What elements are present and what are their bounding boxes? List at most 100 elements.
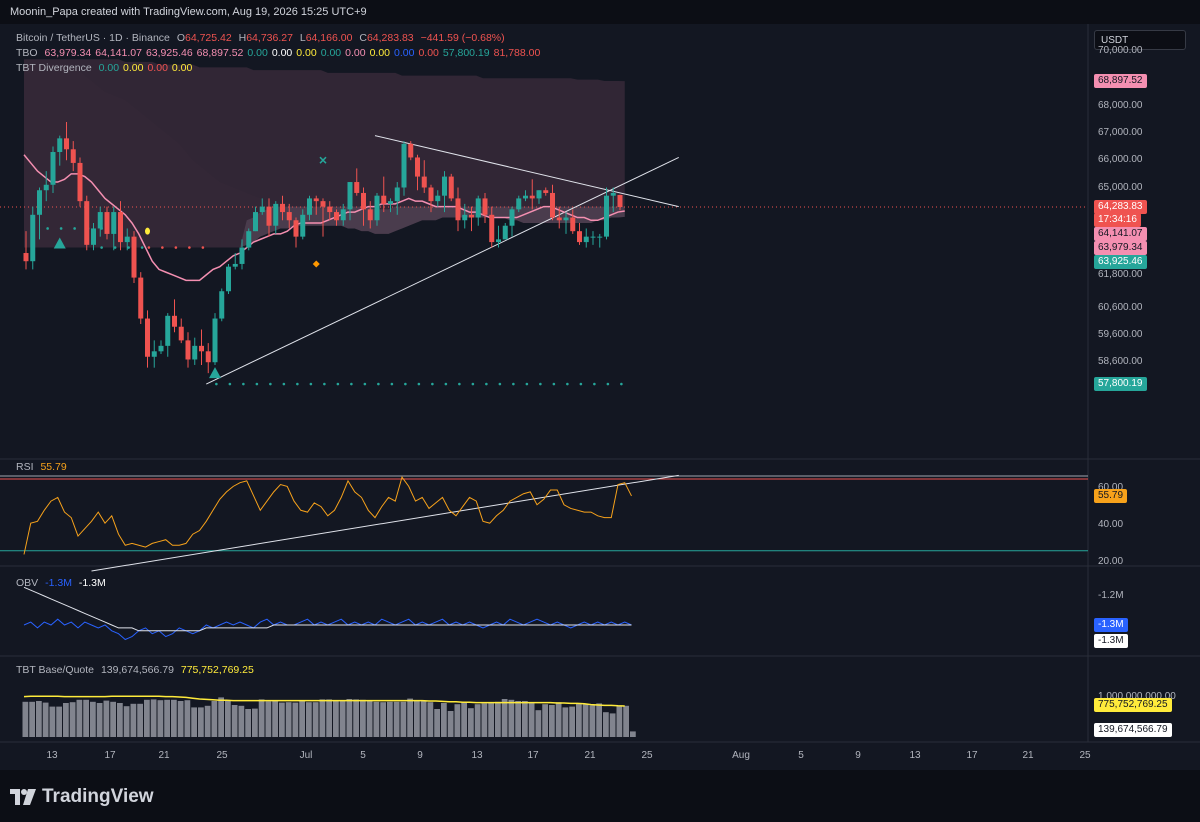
candle-body xyxy=(354,182,360,193)
price-tick: 61,800.00 xyxy=(1098,268,1143,280)
tbo-legend: TBO 63,979.34 64,141.07 63,925.46 68,897.52… xyxy=(16,47,544,59)
obv-label: -1.3M xyxy=(1094,634,1128,648)
support-dot xyxy=(579,382,583,386)
time-tick: 21 xyxy=(584,750,596,761)
price-tick: 59,600.00 xyxy=(1098,328,1143,340)
candle-body xyxy=(604,195,609,237)
candle-body xyxy=(570,217,576,232)
volume-bar xyxy=(157,700,164,737)
volume-bar xyxy=(603,712,609,737)
candle-body xyxy=(367,209,373,221)
volume-ma-line xyxy=(23,695,625,707)
divergence-legend: TBT Divergence 0.00 0.00 0.00 0.00 xyxy=(16,62,196,74)
volume-bar xyxy=(427,702,434,737)
candle-body xyxy=(401,143,407,188)
volume-bar xyxy=(292,702,299,737)
volume-bar xyxy=(265,701,272,737)
obv-title: OBV xyxy=(16,577,39,589)
chart-canvas[interactable] xyxy=(0,24,1200,770)
support-dot xyxy=(512,382,515,386)
time-tick: Jul xyxy=(299,750,313,761)
candle-body xyxy=(300,214,306,237)
tradingview-brand[interactable]: TradingView xyxy=(10,786,154,808)
chart-header: Moonin_Papa created with TradingView.com… xyxy=(0,0,1200,24)
volume-bar xyxy=(393,701,400,737)
candle-body xyxy=(246,231,252,248)
support-dot xyxy=(566,382,569,386)
tbo-value-10: 0.00 xyxy=(394,47,415,59)
volume-bar xyxy=(42,702,49,737)
cloud-inner xyxy=(24,64,625,248)
candle-body xyxy=(550,192,555,218)
volume-bar xyxy=(299,701,305,737)
candle-body xyxy=(347,182,353,210)
candle-body xyxy=(489,214,495,243)
support-dot xyxy=(539,382,542,386)
candle-body xyxy=(91,228,96,245)
candle-body xyxy=(111,212,117,234)
rsi-value: 55.79 xyxy=(40,461,67,473)
signal-dot-marker xyxy=(145,227,150,235)
buy-signal-marker xyxy=(209,367,221,379)
support-dot xyxy=(309,382,313,386)
currency-selector[interactable]: USDT xyxy=(1094,30,1186,50)
volume-bar xyxy=(353,699,359,737)
divergence-value-2: 0.00 xyxy=(147,62,168,74)
volume-bar xyxy=(238,705,245,737)
candle-body xyxy=(462,214,468,221)
volume-bar xyxy=(474,704,481,737)
volume-bar xyxy=(36,701,42,737)
rsi-trendline xyxy=(91,474,679,572)
divergence-title: TBT Divergence xyxy=(16,62,92,74)
obv-tick: -1.2M xyxy=(1098,590,1124,601)
support-dot xyxy=(350,382,353,386)
support-dot xyxy=(444,382,448,386)
volume-bar xyxy=(204,705,211,737)
volume-bar xyxy=(29,701,35,737)
volume-bar xyxy=(191,707,197,737)
candle-body xyxy=(496,239,501,243)
support-dot xyxy=(620,382,623,386)
time-tick: 5 xyxy=(798,750,804,761)
volume-label: 775,752,769.25 xyxy=(1094,698,1172,712)
price-label: 68,897.52 xyxy=(1094,74,1147,89)
volume-bar xyxy=(218,697,224,737)
volume-bar xyxy=(609,713,616,737)
volume-bar xyxy=(49,706,56,737)
candle-body xyxy=(131,236,137,278)
candle-body xyxy=(320,201,326,207)
candle-body xyxy=(266,206,272,226)
resistance-dot xyxy=(188,246,191,249)
volume-bar xyxy=(522,701,528,737)
volume-bar xyxy=(542,704,548,737)
volume-bar xyxy=(69,702,76,737)
time-tick: 25 xyxy=(641,750,653,761)
support-dot xyxy=(485,382,488,386)
volume-bar xyxy=(501,699,508,737)
price-tick: 58,600.00 xyxy=(1098,356,1143,368)
low-value: 64,166.00 xyxy=(305,32,353,44)
candle-body xyxy=(455,198,461,221)
obv-ma-value: -1.3M xyxy=(78,577,106,589)
rsi-label: 55.79 xyxy=(1094,488,1128,503)
volume-bar xyxy=(555,702,562,737)
time-tick: 9 xyxy=(417,750,423,761)
candle-body xyxy=(64,138,69,150)
tbo-value-5: 0.00 xyxy=(271,47,293,59)
volume-bar xyxy=(326,699,332,737)
candle-body xyxy=(37,190,42,215)
volume-bar xyxy=(198,707,204,737)
volume-bar xyxy=(630,731,636,737)
tbo-value-9: 0.00 xyxy=(369,47,391,59)
candle-body xyxy=(394,187,400,202)
price-label: 64,141.07 xyxy=(1094,226,1147,241)
volume-bar xyxy=(454,704,461,737)
price-tick: 65,000.00 xyxy=(1098,181,1143,193)
rsi-line xyxy=(23,476,632,555)
volume-bar xyxy=(589,705,596,737)
candle-body xyxy=(523,195,528,199)
volume-bar xyxy=(211,701,218,737)
price-label: 64,283.83 xyxy=(1094,200,1147,215)
rsi-tick: 20.00 xyxy=(1098,555,1124,567)
volume-bar xyxy=(231,705,238,737)
